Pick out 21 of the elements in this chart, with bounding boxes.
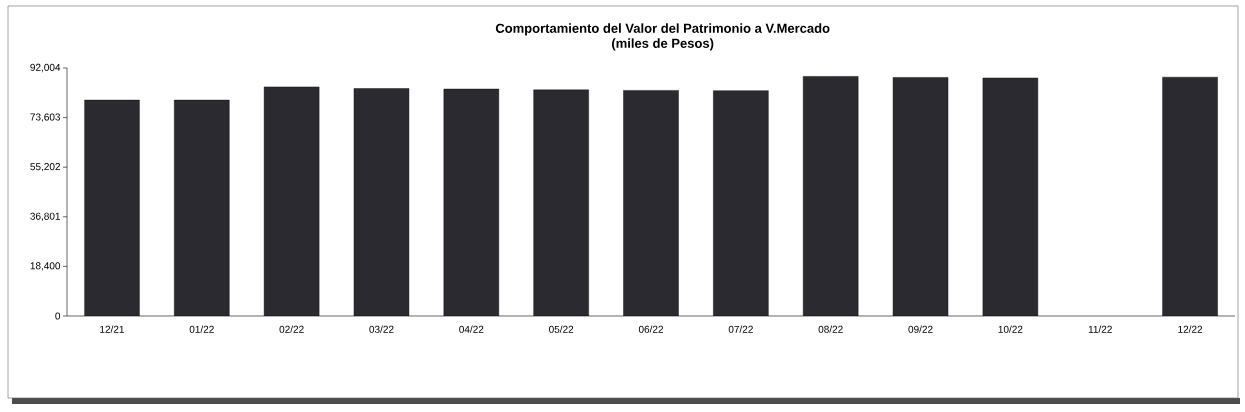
y-tick-label: 0 (55, 312, 61, 320)
y-tick-label: 36,801 (30, 212, 60, 221)
x-tick-label: 03/22 (369, 325, 394, 333)
y-tick-label: 55,202 (30, 163, 60, 172)
chart-subtitle: (miles de Pesos) (612, 38, 714, 51)
x-tick-label: 12/22 (1178, 325, 1203, 333)
chart-title: Comportamiento del Valor del Patrimonio a V.Mercado (495, 23, 830, 36)
x-tick-label: 09/22 (908, 325, 933, 333)
x-tick-label: 10/22 (998, 325, 1023, 333)
x-tick-label: 01/22 (189, 325, 214, 333)
x-tick-label: 07/22 (728, 325, 753, 333)
x-tick-label: 06/22 (638, 325, 664, 333)
y-tick-label: 18,400 (30, 262, 61, 271)
x-tick-label: 04/22 (459, 325, 484, 333)
x-tick-label: 08/22 (818, 325, 843, 333)
x-tick-label: 12/21 (100, 325, 124, 333)
y-tick-label: 73,603 (30, 113, 61, 122)
x-tick-label: 02/22 (279, 325, 304, 333)
x-tick-label: 11/22 (1088, 325, 1112, 333)
x-tick-label: 05/22 (549, 325, 574, 333)
y-tick-label: 92,004 (30, 63, 61, 73)
